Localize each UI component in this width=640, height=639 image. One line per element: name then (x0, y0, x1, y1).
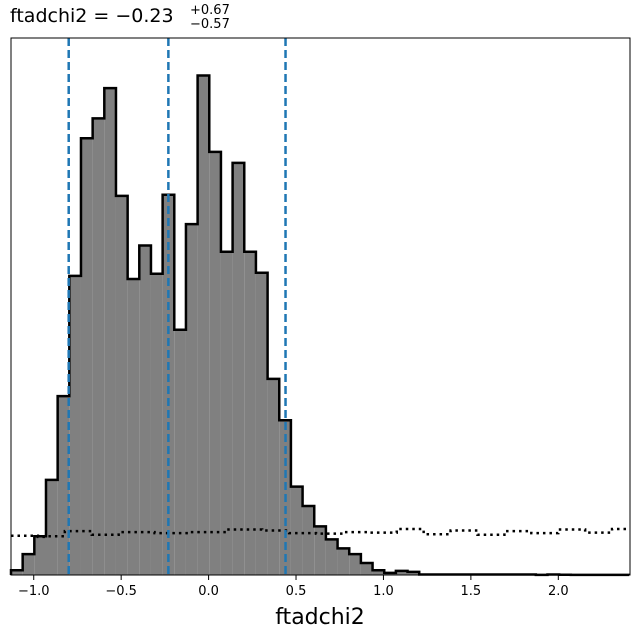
title-upper-error: +0.67 (190, 3, 230, 18)
plot-frame (10, 37, 631, 576)
histogram-bar (115, 195, 128, 575)
histogram-bar (104, 88, 116, 575)
histogram-bar (80, 138, 93, 576)
histogram-bar (197, 75, 210, 575)
histogram-bar (395, 570, 408, 575)
histogram-bar (174, 329, 186, 575)
histogram-bar (127, 278, 140, 575)
histogram-bar (314, 526, 326, 575)
x-axis: −1.0 −0.5 0.0 0.5 1.0 1.5 2.0 (18, 575, 569, 599)
title-lower-error: −0.57 (190, 17, 230, 32)
x-tick-label: −0.5 (105, 584, 137, 599)
histogram-bar (139, 245, 151, 575)
histogram-bar (209, 151, 221, 575)
histogram-bar (407, 571, 420, 575)
histogram-bar (267, 378, 280, 575)
histogram-bar (22, 554, 35, 575)
x-axis-label: ftadchi2 (275, 605, 365, 630)
histogram-bar (185, 224, 198, 575)
histogram-bar (337, 548, 350, 575)
plot-area (9, 38, 631, 577)
title-main: ftadchi2 = −0.23 (10, 5, 174, 27)
prior-line (11, 527, 630, 539)
histogram-outline (9, 74, 631, 577)
histogram-bar (255, 272, 268, 575)
histogram-bar (290, 486, 303, 575)
x-tick-label: 2.0 (548, 584, 569, 599)
histogram-bar (232, 162, 245, 575)
histogram-bar (325, 539, 338, 575)
histogram-bar (45, 479, 58, 575)
chart-title: ftadchi2 = −0.23 +0.67 −0.57 (10, 3, 230, 32)
histogram-bar (244, 251, 256, 575)
histogram-bar (360, 562, 373, 575)
histogram-bar (69, 275, 81, 575)
histogram-bar (57, 396, 70, 575)
histogram-bar (302, 505, 315, 575)
x-tick-label: 1.5 (461, 584, 482, 599)
histogram-bar (162, 194, 175, 576)
histogram-bar (11, 570, 23, 575)
x-tick-label: 0.0 (198, 584, 219, 599)
histogram-bar (349, 554, 361, 575)
x-tick-label: 0.5 (286, 584, 307, 599)
histogram-bar (34, 536, 46, 575)
histogram-bar (220, 251, 233, 575)
histogram-bar (372, 570, 385, 575)
x-tick-label: −1.0 (18, 584, 50, 599)
histogram-bar (150, 273, 163, 575)
histogram-bar (92, 118, 105, 576)
x-tick-label: 1.0 (373, 584, 394, 599)
